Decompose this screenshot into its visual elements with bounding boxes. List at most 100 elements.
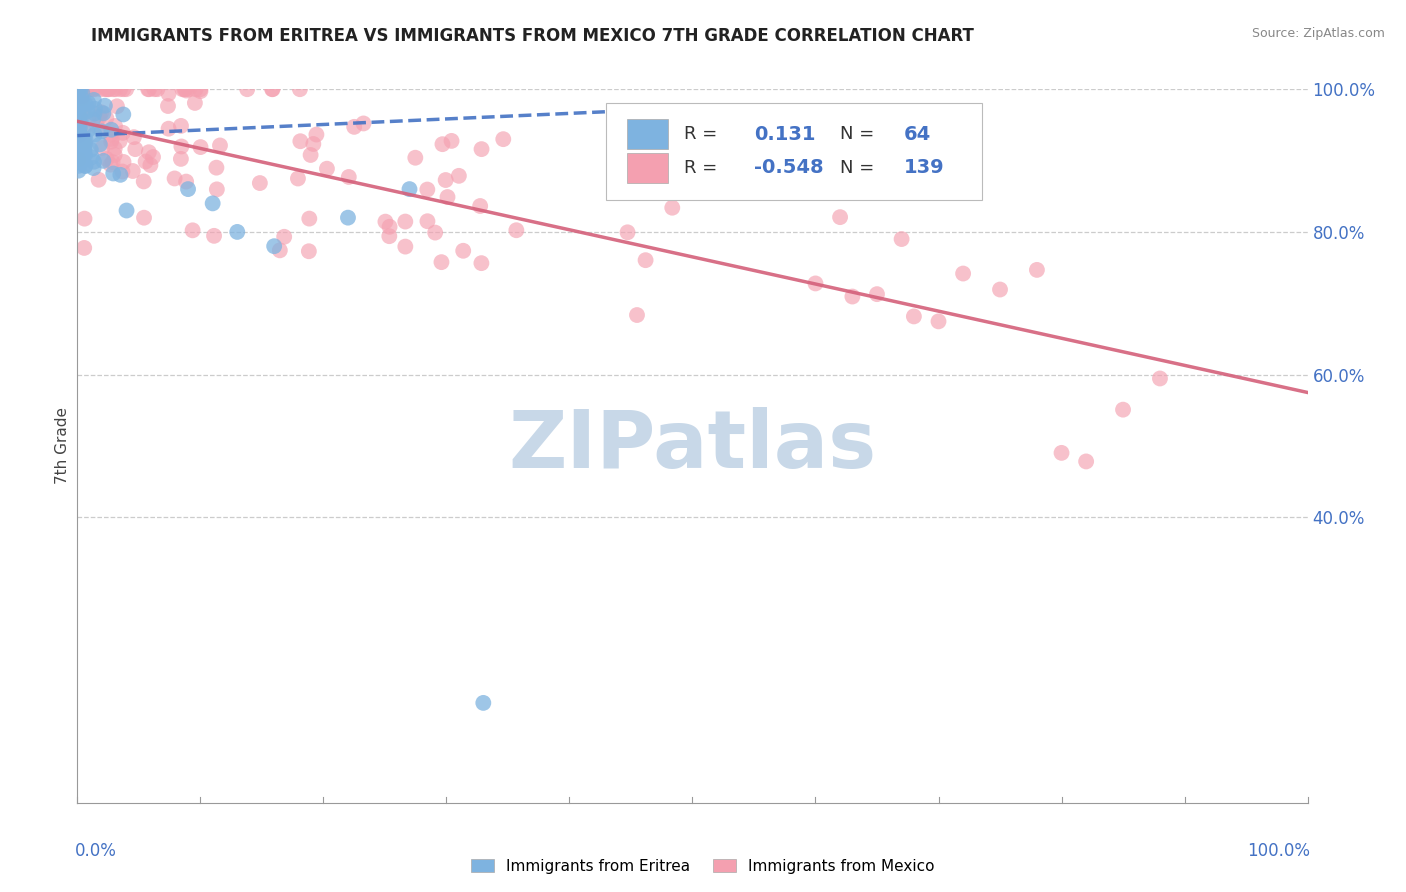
Point — [138, 82, 160, 96]
Point — [75, 97, 97, 112]
Point — [176, 84, 198, 98]
Point — [288, 82, 311, 96]
Point — [142, 150, 165, 164]
Point — [105, 99, 128, 113]
Point — [115, 82, 138, 96]
Point — [374, 214, 396, 228]
Point — [67, 121, 90, 136]
Point — [80, 150, 103, 164]
Text: 100.0%: 100.0% — [1247, 842, 1310, 860]
Point — [136, 82, 159, 96]
Point — [430, 255, 453, 269]
Point — [470, 142, 492, 156]
Bar — [627, 153, 668, 183]
Point — [115, 203, 138, 218]
Point — [434, 173, 457, 187]
Point — [188, 82, 211, 96]
Point — [634, 253, 657, 268]
Point — [174, 82, 197, 96]
Point — [104, 148, 127, 162]
Point — [492, 132, 515, 146]
Point — [69, 108, 91, 122]
Bar — [627, 120, 668, 149]
Point — [96, 111, 118, 125]
Point — [135, 154, 157, 169]
Point — [76, 123, 98, 137]
Point — [73, 141, 96, 155]
Point — [83, 128, 105, 142]
Point — [928, 314, 950, 328]
Point — [298, 244, 321, 259]
Point — [190, 140, 212, 154]
Point — [201, 196, 224, 211]
Point — [236, 82, 259, 96]
Point — [77, 112, 100, 126]
Point — [67, 95, 90, 109]
Point — [184, 82, 207, 96]
Point — [263, 239, 285, 253]
Point — [103, 82, 125, 96]
Point — [170, 152, 193, 166]
Text: N =: N = — [841, 125, 875, 143]
Point — [75, 82, 97, 96]
Point — [112, 82, 135, 96]
Point — [111, 126, 134, 140]
Point — [337, 169, 360, 184]
Point — [69, 120, 91, 134]
Point — [73, 137, 96, 152]
Point — [170, 119, 193, 133]
Point — [83, 161, 105, 175]
Point — [77, 96, 100, 111]
Point — [290, 134, 312, 148]
Point — [69, 154, 91, 169]
Text: R =: R = — [683, 125, 717, 143]
Point — [112, 155, 135, 169]
Point — [830, 210, 852, 224]
Point — [676, 128, 699, 143]
Text: 0.0%: 0.0% — [75, 842, 117, 860]
Point — [104, 82, 127, 96]
Point — [84, 102, 107, 116]
Point — [108, 82, 131, 96]
Point — [299, 148, 322, 162]
Point — [93, 153, 115, 168]
Point — [505, 223, 527, 237]
Point — [70, 91, 93, 105]
Point — [75, 82, 97, 96]
Point — [226, 225, 249, 239]
Point — [890, 232, 912, 246]
Point — [73, 142, 96, 156]
Point — [903, 310, 925, 324]
FancyBboxPatch shape — [606, 103, 981, 200]
Point — [287, 171, 309, 186]
Point — [69, 100, 91, 114]
Point — [177, 182, 200, 196]
Point — [67, 109, 90, 123]
Point — [73, 211, 96, 226]
Point — [73, 136, 96, 150]
Point — [302, 136, 325, 151]
Text: 64: 64 — [904, 125, 931, 144]
Point — [425, 226, 447, 240]
Point — [67, 159, 90, 173]
Point — [89, 110, 111, 124]
Point — [184, 95, 207, 110]
Point — [305, 128, 328, 142]
Point — [75, 159, 97, 173]
Point — [69, 115, 91, 129]
Point — [378, 229, 401, 244]
Point — [156, 99, 179, 113]
Point — [132, 174, 155, 188]
Point — [72, 89, 94, 103]
Point — [1149, 371, 1171, 385]
Point — [451, 244, 474, 258]
Point — [378, 219, 401, 234]
Point — [76, 104, 98, 119]
Point — [67, 163, 90, 178]
Point — [177, 82, 200, 96]
Point — [67, 147, 90, 161]
Point — [174, 175, 197, 189]
Point — [98, 128, 121, 142]
Text: ZIPatlas: ZIPatlas — [509, 407, 876, 485]
Point — [80, 143, 103, 157]
